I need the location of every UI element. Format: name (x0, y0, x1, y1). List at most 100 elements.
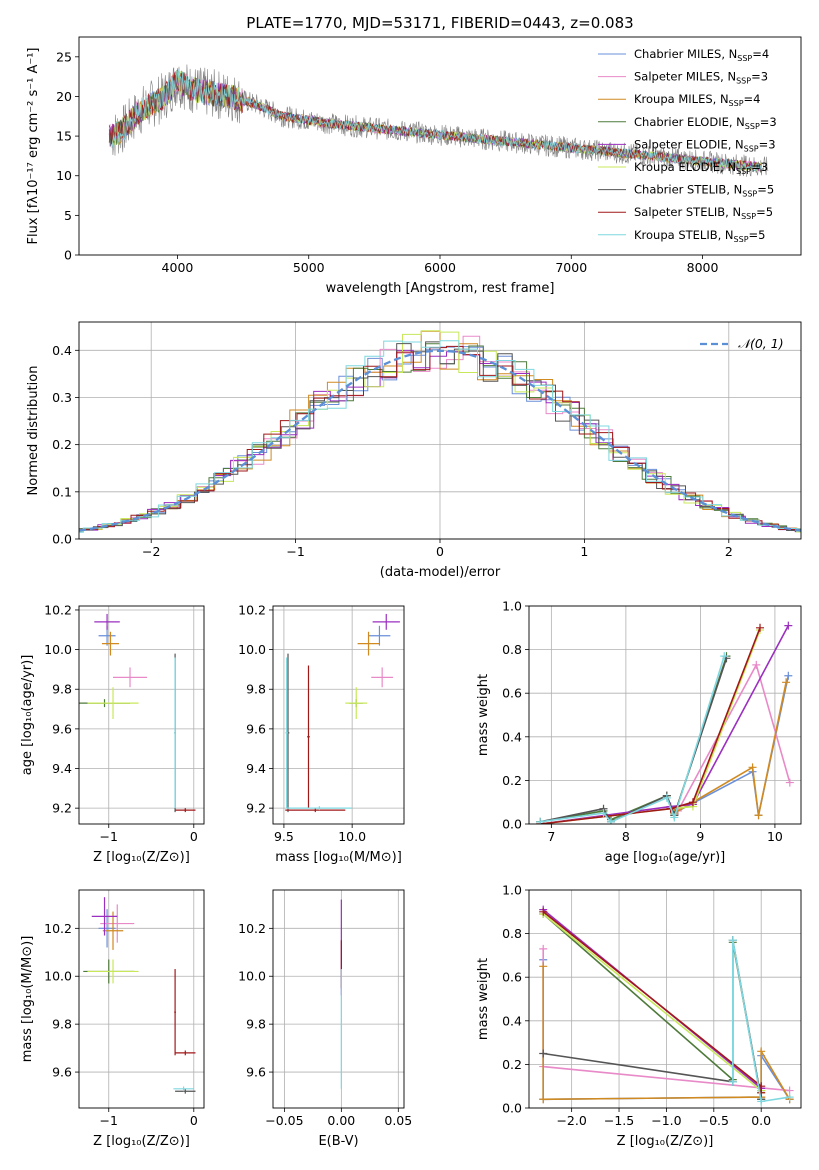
x-tick-label: −1 (100, 1113, 118, 1128)
panel-z-weight: −2.0 −1.5 −1.0 −0.5 0.0 0.0 0.2 0.4 0.6 0.8 1.0 Z [… (476, 883, 802, 1149)
axes-frame (78, 889, 205, 1109)
x-tick-label: 7000 (555, 260, 587, 275)
y-tick-label: 9.2 (52, 801, 72, 816)
error-bar-point (101, 631, 119, 656)
x-axis-label: age [log₁₀(age/yr)] (605, 850, 726, 865)
legend-label: Chabrier STELIB, NSSP=5 (634, 183, 774, 199)
axes-frame (528, 605, 802, 825)
axes-frame (78, 321, 802, 540)
weight-marker (757, 1088, 766, 1097)
legend-label: Chabrier MILES, NSSP=4 (634, 47, 769, 63)
panel-age-weight: 7 8 9 10 0.0 0.2 0.4 0.6 0.8 1.0 age [log₁₀(age/yr… (476, 599, 802, 865)
x-tick-label: −1.0 (651, 1113, 681, 1128)
weight-marker (539, 944, 548, 953)
error-bar-point (102, 911, 124, 950)
x-tick-label: 8000 (687, 260, 719, 275)
y-tick-label: 0.0 (52, 532, 72, 547)
legend-model-name: Kroupa STELIB, N (634, 228, 734, 242)
error-bar-point (113, 667, 148, 688)
y-tick-label: 0.8 (502, 926, 522, 941)
legend-model-name: Chabrier MILES, N (634, 47, 737, 61)
y-tick-label: 0 (64, 248, 72, 263)
x-axis-label: mass [log₁₀(M/M⊙)] (275, 850, 402, 865)
panel-mass-age: 9.5 10.0 9.2 9.4 9.6 9.8 10.0 10.2 mass [log₁₀(M… (238, 602, 405, 865)
weight-marker (606, 817, 615, 824)
error-bar-point (100, 904, 135, 943)
y-tick-label: 10.0 (238, 969, 266, 984)
y-tick-label: 0.8 (502, 642, 522, 657)
weight-marker (599, 809, 608, 818)
panel-spectrum: 4000 5000 6000 7000 8000 0 5 10 15 20 25 wavelength… (26, 36, 802, 296)
y-tick-label: 15 (56, 129, 72, 144)
x-tick-label: −2.0 (556, 1113, 586, 1128)
y-axis-label: mass weight (476, 674, 491, 756)
error-bar-point (307, 665, 310, 809)
weight-line-8 (732, 939, 790, 1103)
error-bar-point (372, 613, 400, 630)
x-axis-label: E(B-V) (318, 1134, 358, 1149)
x-axis-label: (data-model)/error (380, 565, 501, 580)
x-tick-label: 10.0 (338, 829, 366, 844)
weight-marker (728, 936, 737, 945)
x-tick-label: −1.5 (604, 1113, 634, 1128)
legend-label: Kroupa STELIB, NSSP=5 (634, 228, 765, 244)
weight-marker (539, 1095, 548, 1104)
weight-marker (754, 811, 763, 820)
y-tick-label: 9.6 (246, 1065, 266, 1080)
legend-subscript: SSP (736, 167, 751, 176)
weight-marker (539, 1049, 548, 1058)
legend-subscript: SSP (742, 190, 757, 199)
y-tick-label: 9.4 (52, 761, 72, 776)
y-tick-label: 0.6 (502, 970, 522, 985)
error-bar-point (368, 625, 391, 646)
weight-marker (748, 763, 757, 772)
y-tick-label: 9.8 (52, 1017, 72, 1032)
error-bar-point (87, 687, 139, 719)
x-tick-label: 9 (696, 829, 704, 844)
y-tick-label: 9.2 (246, 801, 266, 816)
panel-z-age: −1 0 9.2 9.4 9.6 9.8 10.0 10.2 Z [log₁₀(Z/Z⊙)] ag… (20, 602, 205, 865)
legend-subscript: SSP (736, 77, 751, 86)
y-tick-label: 9.8 (52, 682, 72, 697)
y-tick-label: 10.0 (238, 642, 266, 657)
y-tick-label: 0.4 (502, 729, 522, 744)
error-bars (285, 613, 400, 813)
weight-marker (782, 678, 791, 687)
error-bar-point (357, 631, 380, 656)
x-tick-label: 6000 (424, 260, 456, 275)
weight-marker (662, 793, 671, 802)
x-tick-label: 4000 (162, 260, 194, 275)
error-bar-point (175, 1088, 196, 1094)
x-tick-label: 0.05 (384, 1113, 412, 1128)
x-axis-label: wavelength [Angstrom, rest frame] (326, 281, 555, 296)
error-bar-point (285, 657, 289, 809)
legend-count: =5 (757, 183, 774, 197)
x-tick-label: 0 (436, 544, 444, 559)
axes-frame (272, 605, 405, 825)
y-axis-label: mass [log₁₀(M/M⊙)] (20, 936, 35, 1063)
weight-lines (536, 621, 794, 824)
weight-line-0 (673, 675, 790, 816)
weight-marker (756, 623, 765, 632)
error-bar-point (87, 959, 139, 984)
error-bars (79, 613, 196, 813)
x-tick-label: 5000 (293, 260, 325, 275)
x-tick-label: −2 (142, 544, 160, 559)
weight-marker (728, 1077, 737, 1086)
weight-line-3 (542, 913, 762, 1100)
x-tick-label: −0.5 (699, 1113, 729, 1128)
y-tick-label: 10.2 (44, 921, 72, 936)
legend-count: =3 (760, 115, 777, 129)
y-tick-label: 0.6 (502, 686, 522, 701)
y-tick-label: 9.4 (246, 761, 266, 776)
residual-histogram-8 (79, 340, 801, 533)
weight-marker (539, 962, 548, 971)
weight-line-2 (673, 682, 787, 816)
legend-model-name: Chabrier ELODIE, N (634, 115, 745, 129)
legend-subscript: SSP (745, 122, 760, 131)
y-tick-label: 0.2 (502, 1057, 522, 1072)
legend-subscript: SSP (737, 54, 752, 63)
error-bar-point (91, 897, 118, 936)
